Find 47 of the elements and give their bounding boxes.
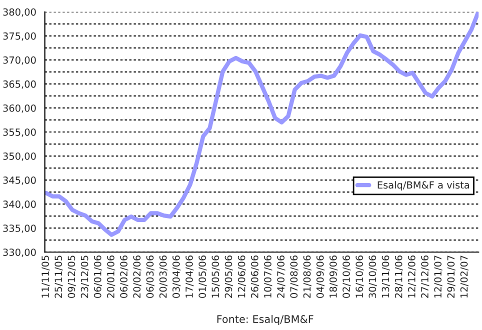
x-tick-label: 20/03/06	[159, 256, 168, 298]
y-tick-label: 360,00	[3, 104, 36, 113]
x-tick-label: 20/02/06	[133, 256, 142, 298]
x-tick-label: 18/09/06	[329, 256, 338, 298]
x-tick-label: 29/01/07	[447, 256, 456, 298]
y-tick-label: 365,00	[3, 80, 36, 89]
x-tick-label: 21/08/06	[303, 256, 312, 298]
x-tick-label: 24/07/06	[277, 256, 286, 298]
x-tick-label: 27/12/06	[421, 256, 430, 298]
x-tick-label: 11/11/05	[42, 256, 50, 298]
y-tick-label: 330,00	[3, 248, 36, 257]
x-tick-label: 29/05/06	[224, 256, 233, 298]
x-tick-label: 06/02/06	[120, 256, 128, 298]
x-tick-label: 17/04/06	[186, 256, 194, 298]
y-tick-label: 370,00	[3, 56, 36, 65]
y-tick-label: 340,00	[3, 200, 36, 209]
x-tick-label: 12/12/06	[408, 256, 416, 298]
x-tick-label: 06/03/06	[146, 256, 154, 298]
x-tick-label: 12/02/07	[460, 256, 468, 298]
x-tick-label: 20/01/06	[107, 256, 116, 298]
x-tick-label: 06/01/06	[94, 256, 102, 298]
x-tick-label: 04/09/06	[316, 256, 325, 298]
y-tick-label: 350,00	[3, 152, 36, 161]
x-tick-label: 09/12/05	[68, 256, 76, 298]
y-tick-label: 335,00	[3, 224, 36, 233]
x-tick-label: 28/11/06	[394, 256, 404, 298]
x-tick-label: 02/10/06	[342, 256, 351, 298]
source-note: Fonte: Esalq/BM&F	[217, 314, 314, 326]
x-tick-label: 12/06/06	[238, 256, 246, 298]
x-tick-label: 15/05/06	[212, 256, 220, 298]
y-tick-label: 355,00	[3, 128, 36, 137]
y-tick-label: 380,00	[3, 8, 36, 17]
x-tick-label: 12/01/07	[434, 256, 442, 298]
y-tick-label: 375,00	[3, 32, 36, 41]
x-tick-label: 23/12/05	[80, 256, 89, 298]
x-tick-label: 26/06/06	[250, 256, 260, 298]
line-series	[44, 12, 479, 237]
legend-label: Esalq/BM&F a vista	[378, 181, 469, 191]
x-tick-label: 25/11/05	[54, 256, 63, 298]
y-tick-label: 345,00	[3, 176, 36, 185]
x-tick-label: 07/08/06	[290, 256, 298, 298]
x-tick-label: 10/07/06	[264, 256, 272, 298]
x-tick-label: 01/05/06	[198, 256, 207, 298]
x-tick-label: 13/11/06	[382, 256, 390, 298]
x-tick-label: 16/10/06	[356, 256, 364, 298]
x-tick-label: 30/10/06	[368, 256, 377, 298]
x-tick-label: 03/04/06	[172, 256, 181, 298]
